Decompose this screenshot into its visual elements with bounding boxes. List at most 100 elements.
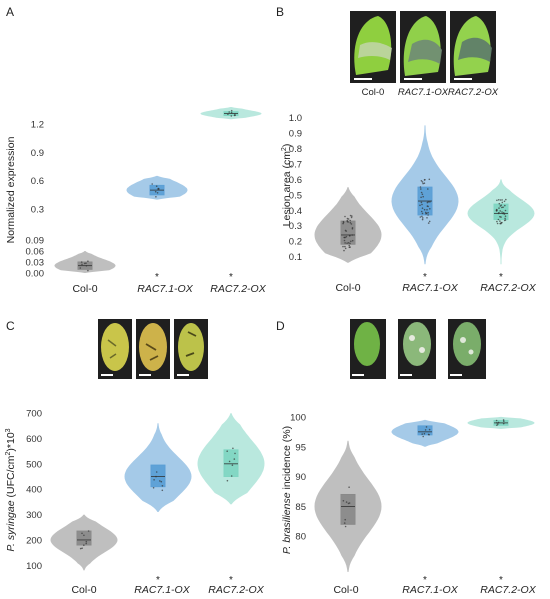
star-b-rac71: * (423, 272, 427, 283)
data-point (234, 113, 236, 115)
data-point (343, 249, 345, 252)
data-point (81, 263, 83, 266)
data-point (421, 215, 423, 218)
photo-label-rac71: RAC7.1-OX (398, 87, 449, 98)
cat-d-col0: Col-0 (333, 584, 358, 596)
ytick-label: 0.06 (26, 247, 45, 258)
data-point (497, 423, 499, 425)
data-point (499, 220, 501, 222)
data-point (496, 424, 498, 427)
ytick-label: 500 (26, 459, 42, 470)
ytick-label: 0.8 (289, 144, 302, 155)
ytick-label: 0.09 (26, 236, 45, 247)
data-point (351, 228, 354, 230)
data-point (85, 262, 87, 265)
data-point (498, 207, 500, 209)
panel-letter-c: C (6, 319, 15, 333)
star-d-rac71: * (423, 575, 427, 586)
data-point (349, 221, 352, 224)
cat-d-rac72: RAC7.2-OX (480, 584, 536, 596)
data-point (230, 475, 233, 477)
data-point (499, 222, 502, 225)
ytick-label: 0.9 (289, 129, 302, 140)
photo-label-col0: Col-0 (362, 87, 385, 98)
photos-c (98, 319, 208, 379)
data-point (234, 114, 236, 117)
data-point (154, 190, 157, 193)
ytick-label: 85 (295, 502, 306, 513)
data-point (228, 111, 230, 113)
data-point (497, 421, 500, 424)
cat-a-rac72: RAC7.2-OX (210, 283, 266, 295)
ytick-label: 400 (26, 485, 42, 496)
box-col0 (340, 493, 356, 525)
data-point (81, 547, 83, 549)
ytick-label: 95 (295, 442, 306, 453)
data-point (429, 208, 431, 210)
data-point (344, 518, 347, 521)
data-point (349, 214, 352, 217)
cat-b-rac72: RAC7.2-OX (480, 282, 536, 294)
data-point (232, 447, 234, 450)
data-point (226, 479, 229, 482)
ylabel-c: P. syringae (UFC/cm2)*103 (5, 428, 17, 551)
data-point (351, 234, 354, 236)
data-point (421, 181, 424, 183)
data-point (427, 433, 430, 436)
data-point (155, 475, 157, 478)
data-point (156, 192, 159, 194)
data-point (342, 500, 345, 502)
data-point (161, 489, 164, 492)
data-point (422, 195, 425, 198)
data-point (502, 212, 504, 215)
data-point (420, 191, 423, 194)
ylabel-c-rest: (UFC/cm (5, 455, 17, 500)
leaf-photo-d-rac72 (448, 319, 486, 379)
star-a-rac72: * (229, 272, 233, 283)
data-point (79, 547, 82, 550)
data-point (421, 203, 423, 206)
ylabel-c-italic: P. syringae (5, 500, 17, 551)
categories-b: Col-0 RAC7.1-OX RAC7.2-OX * * (335, 272, 536, 294)
data-point (422, 217, 424, 219)
data-point (502, 206, 504, 208)
ytick-label: 0.1 (289, 252, 302, 263)
ytick-label: 0.00 (26, 269, 45, 280)
panel-letter-d: D (276, 319, 285, 333)
photo-label-rac72: RAC7.2-OX (448, 87, 499, 98)
ytick-label: 0.4 (289, 206, 302, 217)
data-point (422, 182, 424, 185)
data-point (502, 419, 505, 421)
data-point (231, 464, 234, 467)
data-point (343, 236, 345, 239)
data-point (426, 209, 428, 211)
ytick-label: 200 (26, 535, 42, 546)
leaf-photo-c-rac71 (136, 319, 170, 379)
data-point (499, 199, 502, 201)
data-point (151, 183, 153, 185)
data-point (346, 242, 348, 244)
data-point (503, 420, 505, 423)
data-point (420, 180, 423, 182)
data-point (427, 211, 429, 214)
data-point (427, 200, 430, 203)
data-point (499, 210, 502, 212)
data-point (496, 220, 498, 223)
data-point (79, 267, 82, 269)
cat-c-rac71: RAC7.1-OX (134, 584, 190, 596)
data-point (501, 211, 503, 213)
data-point (497, 199, 500, 201)
data-point (499, 205, 502, 207)
data-point (345, 235, 348, 238)
ytick-label: 0.03 (26, 258, 45, 269)
ytick-label: 80 (295, 532, 306, 543)
data-point (423, 179, 426, 181)
data-point (345, 501, 348, 503)
data-point (503, 219, 506, 222)
data-point (349, 235, 351, 237)
data-point (350, 240, 352, 243)
data-point (501, 199, 503, 201)
data-point (419, 204, 421, 207)
panel-letter-b: B (276, 5, 284, 19)
